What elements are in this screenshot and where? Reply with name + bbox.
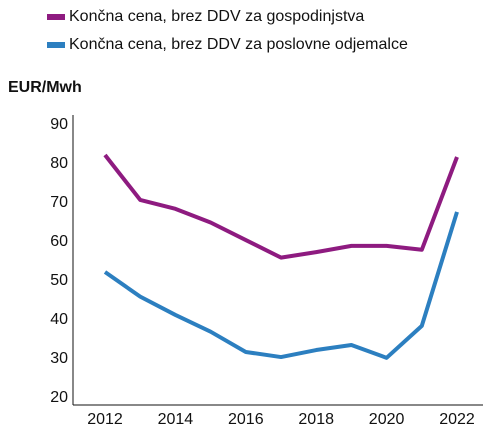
x-tick-label: 2016: [228, 411, 264, 428]
y-tick-label: 60: [50, 233, 68, 250]
y-axis-label: EUR/Mwh: [8, 79, 82, 96]
line-series: [103, 153, 459, 260]
y-tick-label: 30: [50, 350, 68, 367]
legend-label: Končna cena, brez DDV za gospodinjstva: [69, 8, 364, 25]
y-tick-label: 70: [50, 194, 68, 211]
y-tick-label: 90: [50, 116, 68, 133]
y-tick-label: 80: [50, 155, 68, 172]
y-tick-label: 20: [50, 389, 68, 406]
x-tick-label: 2022: [439, 411, 475, 428]
x-tick-label: 2014: [158, 411, 194, 428]
x-tick-label: 2018: [298, 411, 334, 428]
x-tick-label: 2012: [87, 411, 123, 428]
y-tick-label: 40: [50, 311, 68, 328]
legend-label: Končna cena, brez DDV za poslovne odjema…: [69, 36, 408, 53]
legend-swatch: [47, 42, 65, 48]
y-tick-label: 50: [50, 272, 68, 289]
legend-swatch: [47, 14, 65, 20]
x-tick-label: 2020: [369, 411, 405, 428]
line-series: [103, 211, 459, 360]
